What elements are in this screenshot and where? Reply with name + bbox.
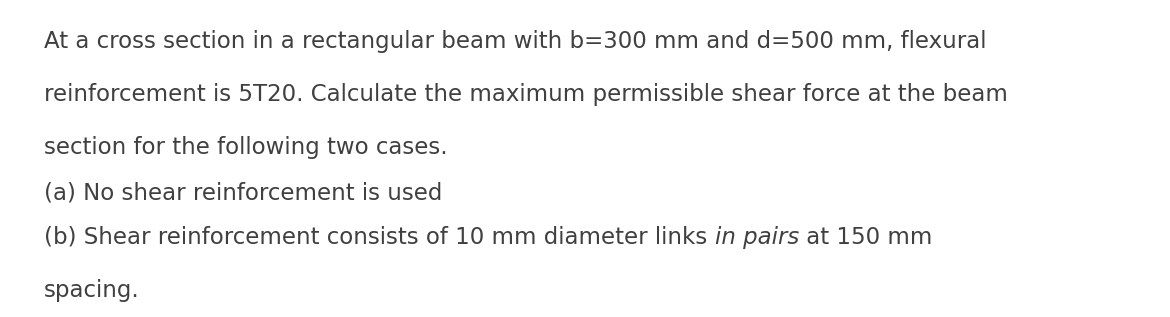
Text: At a cross section in a rectangular beam with b=300 mm and d=500 mm, flexural: At a cross section in a rectangular beam… bbox=[44, 30, 986, 53]
Text: (b) Shear reinforcement consists of 10 mm diameter links: (b) Shear reinforcement consists of 10 m… bbox=[44, 226, 715, 249]
Text: (a) No shear reinforcement is used: (a) No shear reinforcement is used bbox=[44, 181, 442, 204]
Text: at 150 mm: at 150 mm bbox=[799, 226, 932, 249]
Text: spacing.: spacing. bbox=[44, 279, 139, 302]
Text: reinforcement is 5T20. Calculate the maximum permissible shear force at the beam: reinforcement is 5T20. Calculate the max… bbox=[44, 83, 1007, 106]
Text: section for the following two cases.: section for the following two cases. bbox=[44, 136, 448, 159]
Text: in pairs: in pairs bbox=[715, 226, 799, 249]
